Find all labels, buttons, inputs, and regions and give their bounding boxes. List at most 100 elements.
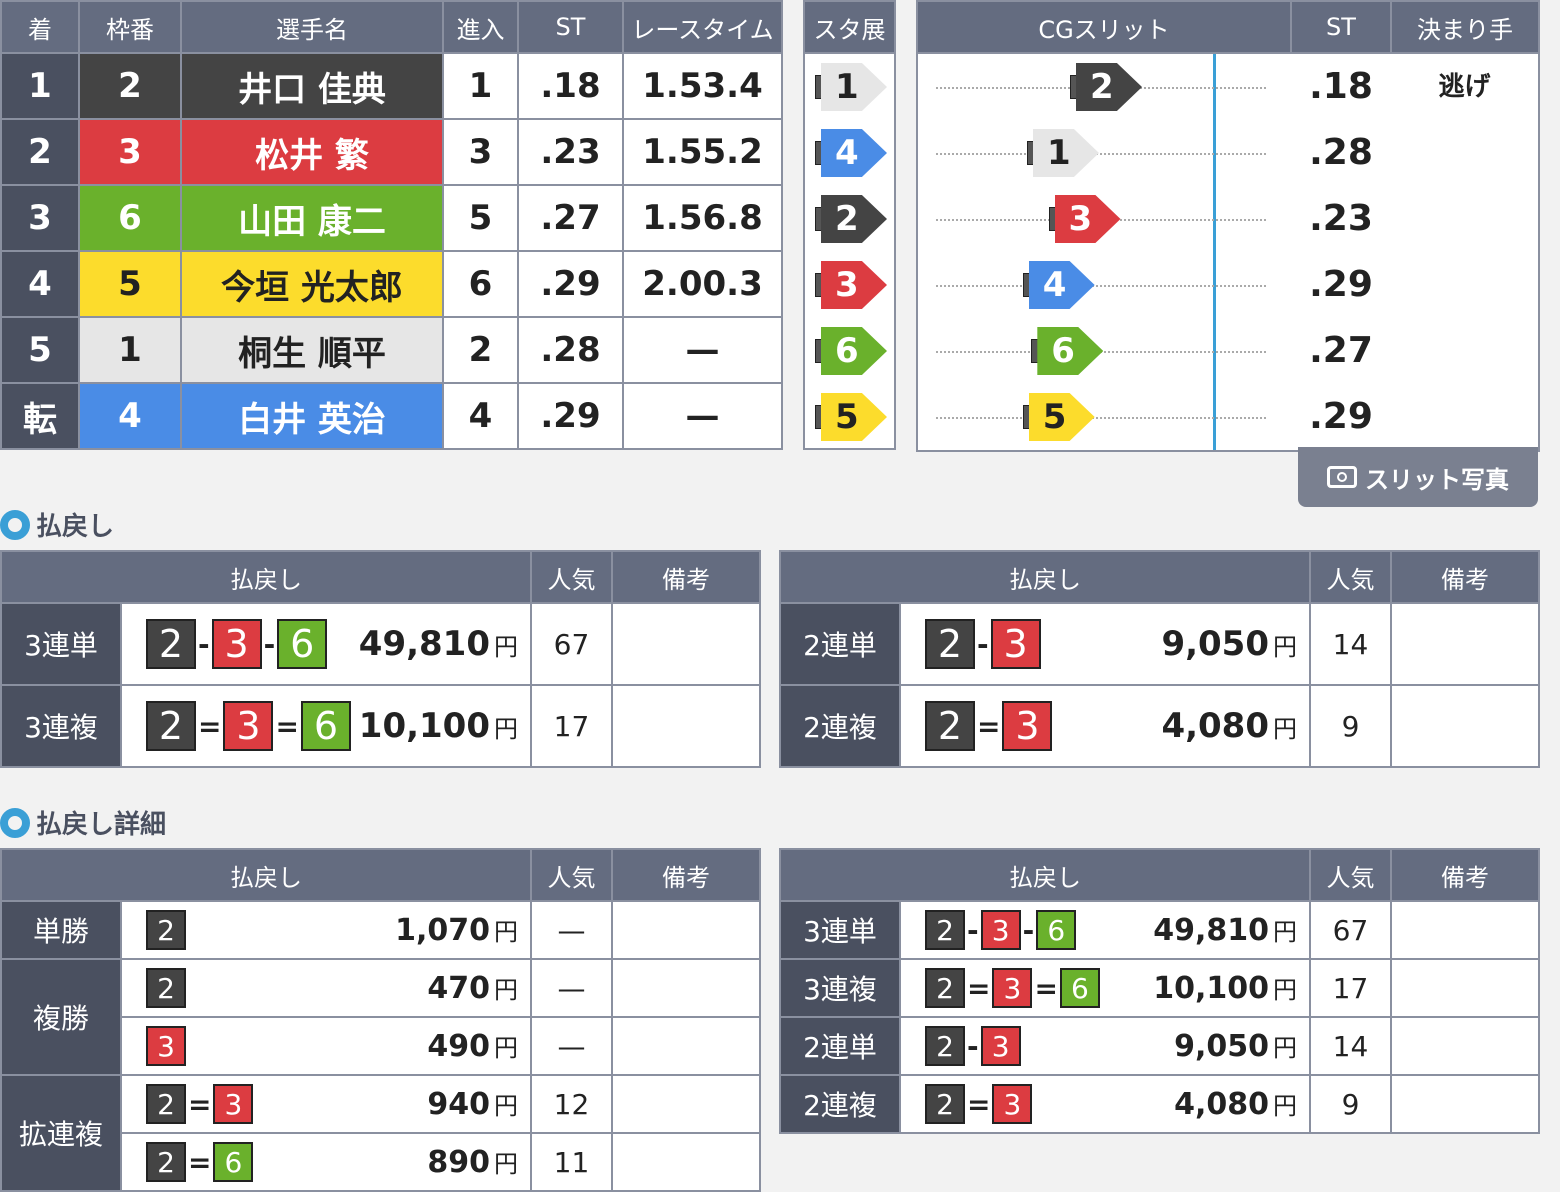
boat-number-badge: 3 [1002,701,1053,751]
racer-name[interactable]: 桐生 順平 [180,316,444,384]
popularity: — [530,900,613,960]
detail-title-text: 払戻し詳細 [36,810,167,840]
boat-number-badge: 2 [925,619,975,669]
boat-number: 1 [1033,129,1099,177]
note [611,684,761,768]
combination-cell: 2 = 3 = 6 10,100 円 [120,684,532,768]
boat-number: 2 [1076,63,1142,111]
race-time: 2.00.3 [622,250,783,318]
boat-number-badge: 2 [146,1084,186,1124]
result-row: 1 2 井口 佳典 1.18 1.53.4 [0,52,783,120]
yen-unit: 円 [1273,976,1297,1004]
racer-name[interactable]: 白井 英治 [180,382,444,450]
boat-number: 2 [821,195,887,243]
kimarite-value: 逃げ [1438,72,1491,102]
boat-6-icon: 6 [815,327,887,375]
bet-type: 複勝 [0,958,122,1076]
waku-number: 3 [78,118,182,186]
boat-number-badge: 3 [992,968,1033,1008]
combination-cell: 2-3-6 49,810 円 [120,602,532,686]
yen-unit: 円 [494,1034,518,1062]
popularity: 17 [530,684,613,768]
popularity-header: 人気 [1309,848,1392,902]
payout-header: 払戻し [779,848,1311,902]
finish-rank: 1 [0,52,80,120]
slit-st-header: ST [1291,0,1392,54]
amount-value: 470 [427,971,490,1006]
combination: 3 [146,1026,186,1066]
boat-number-badge: 3 [146,1026,186,1066]
racer-name[interactable]: 山田 康二 [180,184,444,252]
combination: 2 = 3 = 6 [146,701,351,751]
payout-row: 単勝 2 1,070 円 — [0,900,761,960]
payout-row: 2連複 2 = 3 4,080 円 9 [779,684,1540,768]
note [1390,602,1540,686]
note-header: 備考 [1390,550,1540,604]
combo-separator: = [275,709,299,743]
combination-cell: 2 = 3 4,080 円 [899,1074,1311,1134]
start-exhibition-table: スタ展 1 4 2 3 6 5 [803,0,896,450]
racer-name[interactable]: 松井 繁 [180,118,444,186]
popularity: — [530,1016,613,1076]
slit-photo-label: スリット写真 [1365,465,1509,494]
combination-cell: 2 = 3 940 円 [120,1074,532,1134]
combination-cell: 2-3 9,050 円 [899,602,1311,686]
combination-cell: 2 470 円 [120,958,532,1018]
boat-number: 5 [821,393,887,441]
boat-number-badge: 2 [925,910,965,950]
result-header: レースタイム [622,0,783,54]
boat-number-badge: 3 [223,701,274,751]
payout-header: 払戻し [0,550,532,604]
racer-name[interactable]: 今垣 光太郎 [180,250,444,318]
boat-number: 4 [1028,261,1095,309]
payout-amount: 10,100 円 [359,706,518,746]
boat-number-badge: 2 [146,910,186,950]
note [611,1074,761,1134]
boat-2-icon: 2 [815,195,887,243]
detail-table-left: 払戻し 人気 備考 単勝 2 1,070 円 — 複勝 2 470 円 —3 490 円 — 拡連複 2 = 3 940… [0,848,761,1192]
boat-number-badge: 6 [1059,968,1100,1008]
boat-5-icon: 5 [815,393,887,441]
result-row: 転 4 白井 英治 4.29— [0,382,783,450]
kimarite-value [1391,318,1538,384]
bet-type: 3連単 [779,900,901,960]
slit-st-value: .27 [1309,330,1373,371]
amount-value: 890 [427,1145,490,1180]
popularity: 9 [1309,684,1392,768]
slit-line [1213,54,1216,450]
combo-separator: = [188,1145,212,1179]
bet-type: 単勝 [0,900,122,960]
combo-separator: - [198,627,210,661]
cg-slit-table: CGスリット ST 決まり手 2 1 3 4 6 5 .18 .28 .23 .29 .27 .29 逃げ [916,0,1540,452]
yen-unit: 円 [1273,918,1297,946]
boat-number-badge: 2 [146,1142,186,1182]
combination-cell: 3 490 円 [120,1016,532,1076]
boat-number: 5 [1028,393,1095,441]
bet-type: 拡連複 [0,1074,122,1192]
payout-row: 3連複 2 = 3 = 6 10,100 円 17 [0,684,761,768]
payout-row: 3連複 2 = 3 = 6 10,100 円 17 [779,958,1540,1018]
boat-number-badge: 2 [925,1026,965,1066]
race-time: — [622,316,783,384]
payout-amount: 9,050 円 [1161,624,1297,664]
amount-value: 9,050 [1161,624,1269,664]
finish-rank: 転 [0,382,80,450]
payout-amount: 940 円 [427,1086,518,1122]
race-time: — [622,382,783,450]
amount-value: 10,100 [358,706,490,746]
circle-bullet-icon [0,807,30,838]
payout-row: 複勝 2 470 円 — [0,958,761,1076]
yen-unit: 円 [494,633,518,661]
racer-name[interactable]: 井口 佳典 [180,52,444,120]
slit-st-value: .28 [1309,132,1373,173]
amount-value: 9,050 [1174,1029,1269,1064]
amount-value: 1,070 [395,913,490,948]
kimarite-value [1391,252,1538,318]
waku-number: 6 [78,184,182,252]
slit-photo-button[interactable]: スリット写真 [1298,447,1538,507]
boat-3-icon: 3 [815,261,887,309]
bet-type: 2連単 [779,1016,901,1076]
course: 1 [442,52,519,120]
boat-number-badge: 6 [300,701,351,751]
bet-type: 3連複 [779,958,901,1018]
